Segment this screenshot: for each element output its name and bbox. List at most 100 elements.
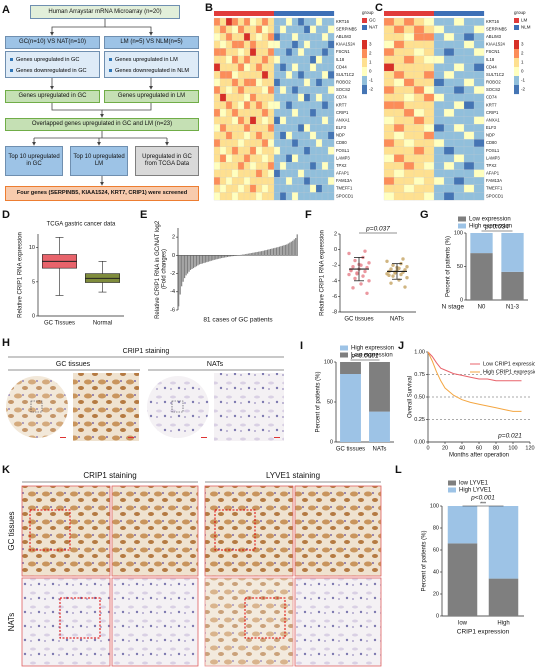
heatmap-cell: [255, 86, 263, 95]
ihc-column-label: GC tissues: [56, 361, 91, 368]
heatmap-cell: [423, 86, 435, 95]
panel-label: A: [2, 4, 10, 16]
y-tick-label: 100: [324, 359, 333, 365]
heatmap-cell: [303, 184, 311, 193]
heatmap-cell: [297, 48, 305, 57]
bar: [296, 234, 298, 256]
heatmap-cell: [213, 25, 221, 34]
heatmap-cell: [261, 93, 269, 102]
legend-label: low LYVE1: [459, 481, 489, 487]
heatmap-cell: [291, 154, 299, 163]
x-axis-label: Months after operation: [449, 453, 509, 459]
bar: [192, 255, 195, 269]
legend-swatch: [448, 480, 456, 486]
heatmap-cell: [433, 86, 445, 95]
heatmap-cell: [433, 70, 445, 79]
heatmap-cell: [273, 139, 281, 148]
heatmap-cell: [303, 25, 311, 34]
bar: [275, 247, 278, 256]
bar: [213, 255, 215, 260]
bar: [185, 255, 187, 276]
bar: [207, 255, 209, 262]
heatmap-cell: [261, 101, 269, 110]
bar: [295, 238, 297, 256]
heatmap-cell: [273, 184, 281, 193]
heatmap-cell: [249, 78, 257, 87]
heatmap-cell: [303, 17, 311, 26]
heatmap-cell: [249, 169, 257, 178]
gene-label: SULT1C2: [486, 72, 505, 77]
group-annotation: [268, 11, 275, 16]
heatmap-cell: [255, 131, 263, 140]
heatmap-cell: [303, 63, 311, 72]
heatmap-cell: [443, 124, 455, 132]
gene-label: ANXA1: [486, 117, 500, 122]
heatmap-cell: [321, 161, 329, 170]
legend-swatch: [514, 25, 519, 30]
heatmap-cell: [443, 101, 455, 110]
heatmap-cell: [261, 48, 269, 57]
heatmap-cell: [393, 108, 405, 117]
heatmap-cell: [261, 40, 269, 49]
heatmap-cell: [273, 116, 281, 125]
heatmap-cell: [321, 101, 329, 110]
heatmap-cell: [303, 40, 311, 49]
color-scale: [514, 76, 519, 86]
group-annotation: [304, 11, 311, 16]
color-scale: [514, 40, 519, 50]
heatmap-cell: [403, 169, 415, 178]
heatmap-cell: [231, 161, 239, 170]
heatmap-cell: [237, 154, 245, 163]
heatmap-cell: [473, 169, 485, 178]
heatmap-cell: [463, 25, 475, 34]
heatmap-cell: [273, 108, 281, 117]
heatmap-cell: [393, 70, 405, 79]
heatmap-cell: [279, 93, 287, 102]
heatmap-cell: [213, 184, 221, 193]
heatmap-cell: [249, 93, 257, 102]
gene-label: SERPINB5: [336, 26, 357, 31]
heatmap-cell: [249, 101, 257, 110]
heatmap-cell: [433, 40, 445, 49]
flow-items: Genes upregulated in GC Genes downregula…: [5, 51, 100, 78]
group-annotation: [310, 11, 317, 16]
color-scale-label: 3: [369, 42, 372, 47]
heatmap-cell: [231, 70, 239, 79]
y-axis-label: Percent of patients (%): [446, 236, 452, 297]
heatmap-cell: [303, 108, 311, 117]
heatmap-cell: [243, 93, 251, 102]
bar: [244, 254, 246, 256]
heatmap-cell: [261, 108, 269, 117]
heatmap-cell: [443, 184, 455, 193]
heatmap-cell: [267, 108, 275, 117]
heatmap-cell: [231, 55, 239, 64]
bar: [184, 255, 186, 279]
heatmap-cell: [327, 25, 335, 34]
bar: [258, 251, 260, 256]
gene-label: SERPINB5: [486, 26, 507, 31]
heatmap-cell: [243, 169, 251, 178]
bar: [218, 255, 220, 259]
legend-title: group: [514, 10, 526, 15]
heatmap-cell: [393, 184, 405, 193]
heatmap-cell: [327, 33, 335, 41]
heatmap-cell: [231, 184, 239, 193]
gene-label: TPX2: [336, 163, 347, 168]
heatmap-cell: [297, 101, 305, 110]
y-tick-label: 0.25: [414, 417, 425, 423]
heatmap-cell: [237, 139, 245, 148]
heatmap-cell: [273, 40, 281, 49]
heatmap-cell: [423, 154, 435, 163]
bar: [249, 253, 251, 256]
heatmap-cell: [285, 161, 293, 170]
heatmap-cell: [393, 25, 405, 34]
bar: [212, 255, 214, 261]
heatmap-cell: [225, 93, 233, 102]
heatmap-cell: [297, 93, 305, 102]
heatmap-cell: [303, 139, 311, 148]
heatmap-cell: [213, 161, 221, 170]
heatmap-cell: [315, 108, 323, 117]
heatmap-cell: [243, 70, 251, 79]
heatmap-cell: [231, 169, 239, 178]
heatmap-cell: [393, 93, 405, 102]
